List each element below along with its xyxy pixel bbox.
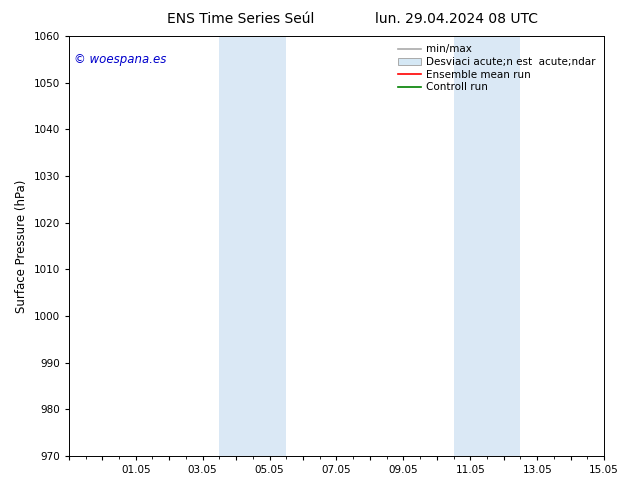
Legend: min/max, Desviaci acute;n est  acute;ndar, Ensemble mean run, Controll run: min/max, Desviaci acute;n est acute;ndar… xyxy=(395,41,599,96)
Y-axis label: Surface Pressure (hPa): Surface Pressure (hPa) xyxy=(15,179,28,313)
Bar xyxy=(453,36,521,456)
Text: © woespana.es: © woespana.es xyxy=(74,53,167,66)
Text: ENS Time Series Seúl: ENS Time Series Seúl xyxy=(167,12,314,26)
Bar xyxy=(219,36,287,456)
Text: lun. 29.04.2024 08 UTC: lun. 29.04.2024 08 UTC xyxy=(375,12,538,26)
